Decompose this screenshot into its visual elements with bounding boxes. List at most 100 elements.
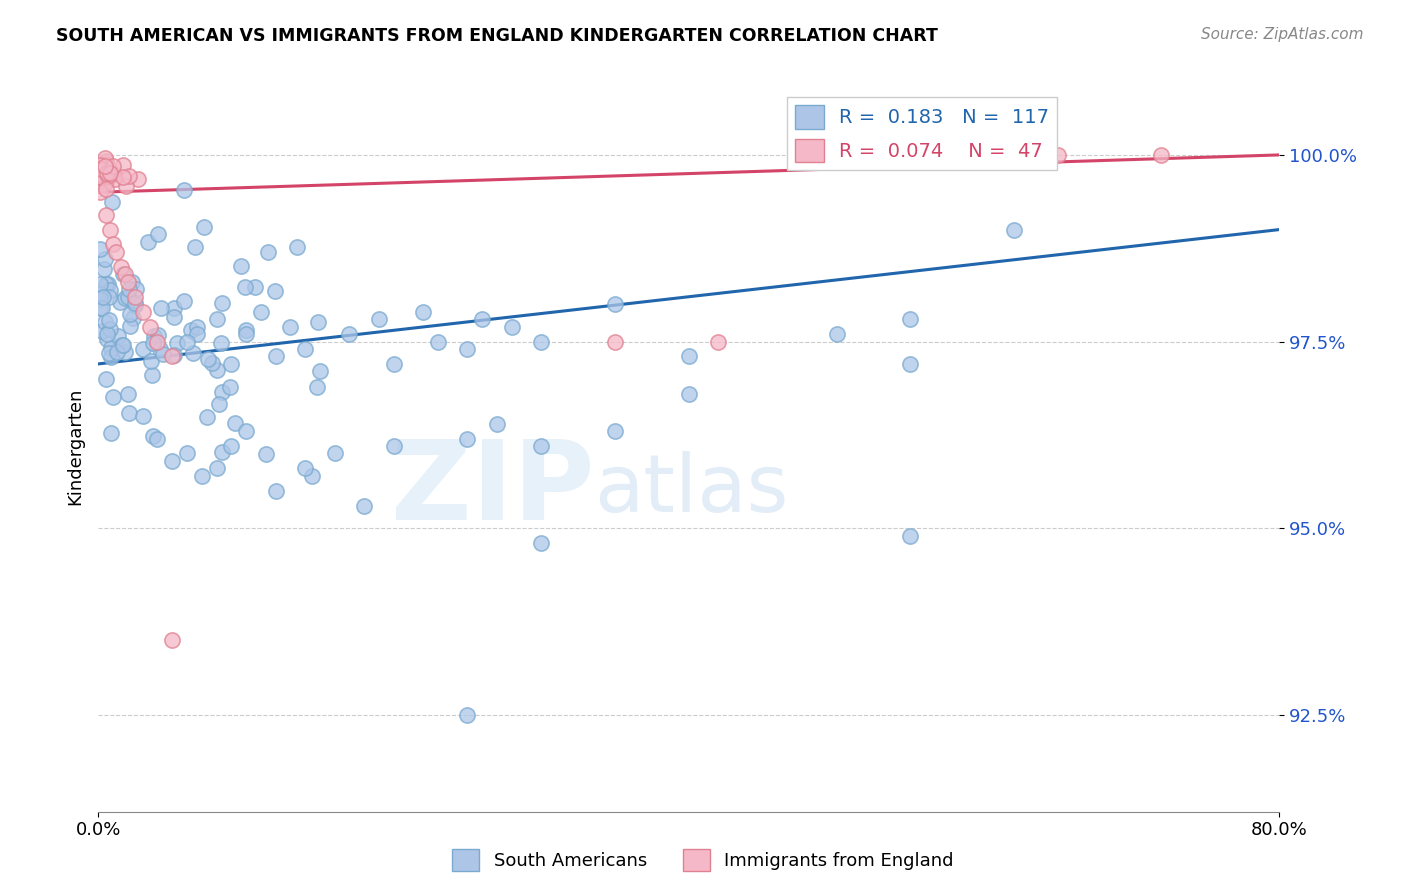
Point (305, 380, 328, 394)
Point (221, 439, 243, 453)
Point (211, 445, 233, 459)
Point (120, 307, 142, 321)
Text: Source: ZipAtlas.com: Source: ZipAtlas.com (1201, 27, 1364, 42)
Point (93, 161, 115, 175)
Point (166, 335, 188, 350)
Point (122, 311, 145, 326)
Point (486, 417, 509, 431)
Point (136, 235, 159, 250)
Point (471, 312, 494, 326)
Point (191, 468, 214, 483)
Point (98, 322, 121, 336)
Point (457, 707, 479, 722)
Point (94, 277, 117, 291)
Point (224, 416, 246, 430)
Point (163, 310, 186, 325)
Point (104, 172, 127, 186)
Point (235, 326, 257, 341)
Point (211, 384, 233, 399)
Point (900, 357, 922, 371)
Point (118, 169, 141, 184)
Point (100, 341, 122, 355)
Point (605, 334, 627, 349)
Point (211, 296, 233, 310)
Point (93, 152, 115, 166)
Point (114, 291, 136, 305)
Point (94, 175, 117, 189)
Point (294, 461, 316, 475)
Point (193, 219, 215, 234)
Point (530, 334, 553, 349)
Point (221, 357, 243, 371)
Point (707, 334, 730, 349)
Point (97, 277, 120, 291)
Point (146, 432, 169, 446)
Point (91, 290, 114, 304)
Point (254, 446, 277, 460)
Point (181, 346, 204, 360)
Point (146, 334, 169, 349)
Point (94, 252, 117, 266)
Point (163, 301, 186, 315)
Point (163, 348, 186, 362)
Point (105, 345, 128, 359)
Point (117, 290, 139, 304)
Point (124, 290, 146, 304)
Point (412, 304, 434, 318)
Point (89, 277, 111, 291)
Point (205, 461, 228, 475)
Point (112, 169, 135, 184)
Point (103, 167, 125, 181)
Point (89, 173, 111, 187)
Point (678, 386, 700, 401)
Point (382, 357, 405, 371)
Point (90, 164, 112, 178)
Point (235, 424, 257, 438)
Point (235, 280, 257, 294)
Legend: South Americans, Immigrants from England: South Americans, Immigrants from England (444, 842, 962, 879)
Point (186, 320, 208, 334)
Point (264, 350, 287, 364)
Point (146, 227, 169, 241)
Point (173, 293, 195, 308)
Point (195, 410, 218, 425)
Point (250, 304, 273, 318)
Point (530, 439, 553, 453)
Point (530, 536, 553, 550)
Point (98, 166, 121, 180)
Point (162, 454, 183, 468)
Point (89, 292, 111, 306)
Point (100, 351, 122, 365)
Point (132, 409, 155, 424)
Point (263, 284, 285, 298)
Point (90, 168, 112, 182)
Point (96, 166, 118, 180)
Point (143, 328, 166, 343)
Point (152, 347, 174, 361)
Point (605, 297, 627, 311)
Point (142, 429, 165, 443)
Point (114, 268, 136, 282)
Point (382, 439, 405, 453)
Point (150, 301, 173, 315)
Point (117, 386, 139, 401)
Legend: R =  0.183   N =  117, R =  0.074    N =  47: R = 0.183 N = 117, R = 0.074 N = 47 (787, 97, 1057, 170)
Point (98, 290, 121, 304)
Point (186, 326, 208, 341)
Point (96, 327, 118, 342)
Text: SOUTH AMERICAN VS IMMIGRANTS FROM ENGLAND KINDERGARTEN CORRELATION CHART: SOUTH AMERICAN VS IMMIGRANTS FROM ENGLAN… (56, 27, 938, 45)
Point (605, 424, 627, 438)
Point (98, 222, 121, 236)
Point (205, 312, 228, 326)
Point (124, 296, 146, 310)
Point (94, 159, 117, 173)
Point (118, 406, 141, 420)
Point (243, 280, 266, 294)
Point (1002, 222, 1025, 236)
Point (90, 301, 112, 315)
Point (100, 426, 122, 441)
Point (94, 315, 117, 329)
Point (825, 326, 848, 341)
Point (900, 312, 922, 326)
Point (90, 169, 112, 184)
